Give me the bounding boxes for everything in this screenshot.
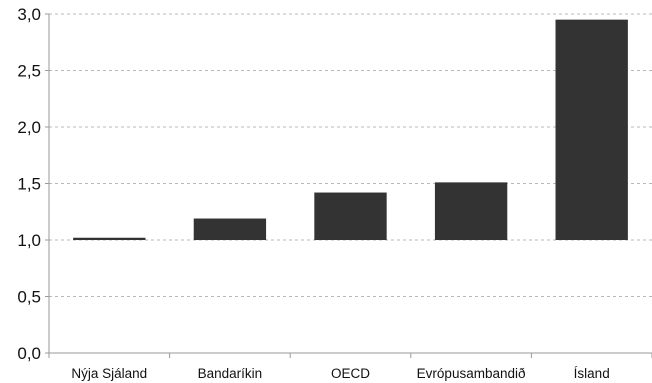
labels: 0,0 0,5 1,0 1,5 2,0 2,5 3,0 Nýja Sjáland Bandarí… (17, 5, 609, 381)
y-tick-label: 1,0 (17, 231, 41, 250)
x-tick-label: Nýja Sjáland (71, 366, 147, 381)
y-tick-label: 2,0 (17, 118, 41, 137)
x-tick-label: Evrópusambandið (417, 366, 526, 381)
y-tick-label: 2,5 (17, 62, 41, 81)
bar (555, 19, 628, 241)
bar (434, 182, 508, 240)
y-tick-label: 0,0 (17, 344, 41, 363)
axes (45, 13, 652, 358)
bar (314, 192, 387, 240)
y-tick-label: 0,5 (17, 288, 41, 307)
bar (193, 218, 267, 240)
y-tick-label: 3,0 (17, 5, 41, 24)
x-tick-label: OECD (331, 366, 370, 381)
x-tick-label: Ísland (574, 366, 610, 381)
bar (73, 237, 146, 240)
x-tick-label: Bandaríkin (198, 366, 263, 381)
y-tick-label: 1,5 (17, 175, 41, 194)
bars (73, 19, 628, 241)
